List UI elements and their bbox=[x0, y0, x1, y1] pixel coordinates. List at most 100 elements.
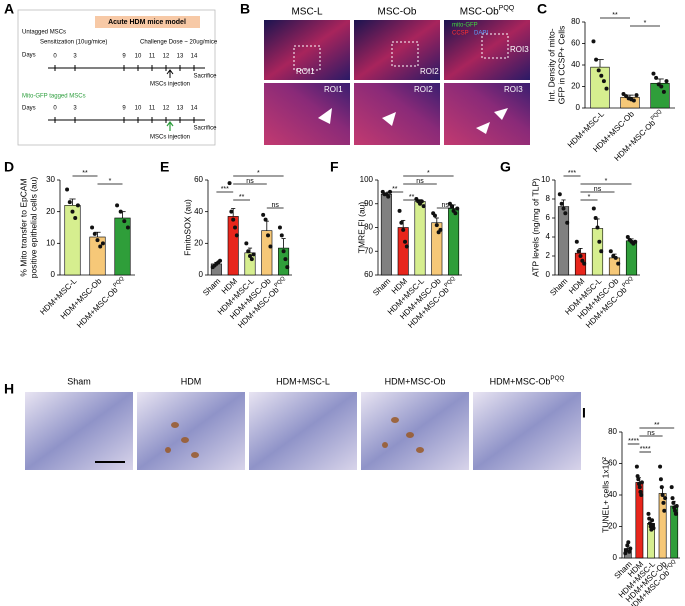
y-tick-label: 60 bbox=[608, 459, 617, 468]
day-label: 13 bbox=[177, 106, 184, 112]
image bbox=[249, 392, 357, 470]
data-point bbox=[599, 73, 604, 78]
data-point bbox=[574, 239, 579, 244]
y-tick-label: 20 bbox=[571, 82, 580, 91]
column-title: MSC-Ob bbox=[378, 7, 417, 18]
data-point bbox=[670, 496, 675, 501]
y-tick-label: 60 bbox=[364, 270, 373, 279]
y-tick-label: 80 bbox=[364, 223, 373, 232]
roi-box bbox=[391, 41, 419, 67]
data-point bbox=[122, 219, 127, 224]
data-point bbox=[283, 257, 288, 262]
data-point bbox=[73, 216, 78, 220]
day-label: 0 bbox=[53, 106, 57, 112]
data-point bbox=[582, 261, 587, 266]
y-tick-label: 40 bbox=[194, 207, 203, 216]
y-tick-label: 2 bbox=[546, 251, 551, 260]
significance-label: ns bbox=[416, 178, 424, 185]
data-point bbox=[625, 235, 630, 239]
data-point bbox=[662, 508, 667, 513]
panel-letter: H bbox=[4, 381, 14, 397]
data-point bbox=[563, 211, 568, 216]
day-label: 9 bbox=[122, 54, 126, 60]
data-point bbox=[233, 225, 238, 230]
day-label: 14 bbox=[191, 54, 198, 60]
column-title: HDM+MSC-ObPQQ bbox=[490, 375, 565, 386]
day-label: 13 bbox=[177, 54, 184, 60]
panel-letter: G bbox=[500, 159, 511, 175]
day-label: 0 bbox=[53, 54, 57, 60]
data-point bbox=[576, 249, 581, 254]
data-point bbox=[261, 212, 266, 217]
data-point bbox=[591, 206, 596, 211]
data-point bbox=[651, 526, 656, 531]
data-point bbox=[660, 493, 665, 497]
significance-label: * bbox=[588, 194, 591, 201]
y-axis-label: FmitoSOX (au) bbox=[182, 199, 192, 256]
column-title: Sham bbox=[67, 376, 91, 386]
y-tick-label: 100 bbox=[360, 175, 374, 184]
significance-label: * bbox=[644, 20, 647, 27]
data-point bbox=[636, 477, 641, 482]
day-label: 3 bbox=[73, 106, 77, 112]
image bbox=[444, 20, 530, 80]
data-point bbox=[594, 57, 599, 62]
data-point bbox=[557, 192, 562, 197]
y-axis-label: % Mito transfer to EpCAM bbox=[18, 178, 28, 276]
data-point bbox=[92, 231, 97, 236]
significance-label: ** bbox=[409, 194, 415, 201]
injection-label: MSCs injection bbox=[150, 82, 190, 88]
data-point bbox=[266, 233, 271, 238]
significance-label: **** bbox=[640, 446, 651, 453]
data-point bbox=[268, 244, 273, 249]
data-point bbox=[285, 265, 290, 270]
title-box bbox=[95, 16, 200, 28]
data-point bbox=[277, 225, 282, 230]
injection-label: MSCs injection bbox=[150, 135, 190, 141]
significance-label: *** bbox=[221, 186, 229, 193]
data-point bbox=[434, 223, 439, 228]
data-point bbox=[279, 233, 284, 238]
data-point bbox=[453, 211, 458, 216]
data-point bbox=[650, 522, 655, 527]
stained-nuclei bbox=[165, 417, 424, 458]
arrowhead bbox=[476, 122, 490, 134]
data-point bbox=[663, 496, 668, 501]
significance-label: ns bbox=[594, 186, 602, 193]
data-point bbox=[67, 200, 72, 205]
group-label: Mito-GFP tagged MSCs bbox=[22, 94, 86, 100]
bar bbox=[397, 227, 409, 276]
data-point bbox=[669, 485, 674, 490]
data-point bbox=[75, 203, 80, 208]
significance-label: ** bbox=[654, 422, 660, 429]
y-tick-label: 8 bbox=[546, 194, 551, 203]
roi-box bbox=[481, 33, 509, 59]
panel-letter: D bbox=[4, 159, 14, 175]
y-tick-label: 40 bbox=[571, 60, 580, 69]
significance-label: ** bbox=[239, 194, 245, 201]
significance-label: * bbox=[109, 178, 112, 185]
y-tick-label: 6 bbox=[546, 213, 551, 222]
legend-entry: CCSP bbox=[452, 31, 469, 37]
roi-box bbox=[293, 45, 321, 71]
data-point bbox=[399, 220, 404, 225]
y-tick-label: 0 bbox=[613, 553, 618, 562]
data-point bbox=[604, 86, 609, 91]
roi-label: ROI2 bbox=[420, 67, 439, 76]
arrowhead bbox=[382, 112, 396, 126]
data-point bbox=[637, 485, 642, 490]
roi-label: ROI3 bbox=[504, 85, 523, 94]
y-tick-label: 0 bbox=[576, 103, 581, 112]
image bbox=[25, 392, 133, 470]
data-point bbox=[246, 249, 251, 254]
data-point bbox=[658, 464, 663, 469]
bar bbox=[608, 257, 621, 276]
y-tick-label: 0 bbox=[546, 270, 551, 279]
image bbox=[361, 392, 469, 470]
panel-letter: I bbox=[582, 405, 586, 421]
data-point bbox=[659, 485, 664, 490]
data-point bbox=[580, 258, 585, 263]
y-axis-label: TUNEL+ cells 1x10² bbox=[600, 457, 610, 533]
data-point bbox=[432, 213, 437, 218]
data-point bbox=[624, 548, 629, 553]
